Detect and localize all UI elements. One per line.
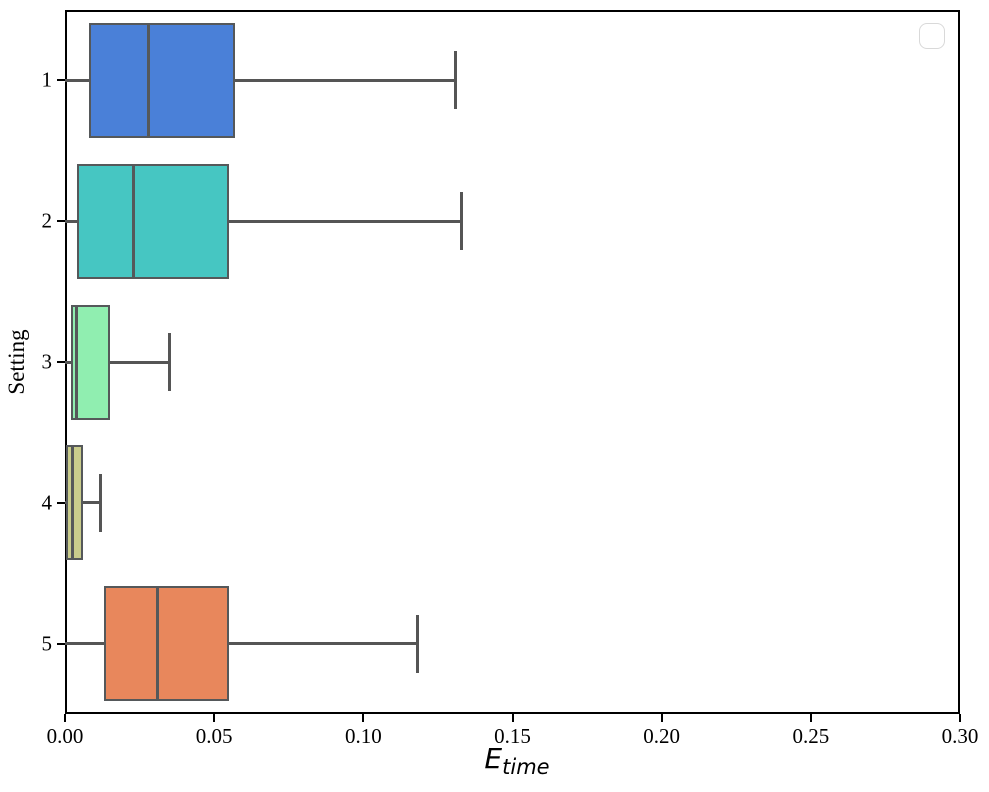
whisker-low-setting-5 [65,642,104,646]
y-tick-label-4: 4 [41,490,53,515]
x-axis-label-main: E [484,742,503,775]
x-tick-label-0.25: 0.25 [792,724,830,748]
x-tick-label-0.00: 0.00 [46,724,84,748]
y-tick-mark-1 [57,79,65,82]
legend-empty-box [919,23,945,49]
median-setting-5 [155,586,159,702]
x-tick-mark-0.25 [809,714,812,722]
whisker-high-setting-1 [235,78,456,82]
box-setting-4 [66,445,83,561]
x-tick-label-0.10: 0.10 [344,724,382,748]
y-tick-mark-2 [57,220,65,223]
x-tick-mark-0.30 [959,714,961,722]
y-tick-label-3: 3 [41,349,53,374]
y-axis-label: Setting [4,329,29,395]
box-setting-5 [103,586,230,702]
whisker-high-setting-5 [229,642,418,646]
x-tick-mark-0.20 [660,714,663,722]
median-setting-4 [70,445,74,561]
median-setting-2 [132,163,136,279]
whisker-high-setting-3 [109,360,170,364]
whisker-low-setting-4 [65,501,67,505]
median-setting-3 [75,304,79,420]
box-setting-1 [88,22,236,138]
y-tick-label-1: 1 [41,67,53,92]
x-axis-label-subscript: time [502,755,550,779]
y-tick-mark-4 [57,501,65,504]
whisker-cap-high-setting-2 [460,192,464,251]
x-tick-label-0.30: 0.30 [941,724,979,748]
y-tick-label-5: 5 [41,631,53,656]
whisker-low-setting-2 [65,219,77,223]
x-tick-label-0.15: 0.15 [494,724,531,748]
whisker-cap-high-setting-5 [415,614,419,673]
x-tick-mark-0.00 [64,714,66,722]
whisker-cap-high-setting-1 [454,51,458,110]
x-tick-mark-0.10 [362,714,365,722]
x-tick-mark-0.05 [213,714,216,722]
whisker-low-setting-3 [65,360,71,364]
x-tick-label-0.20: 0.20 [643,724,681,748]
y-tick-label-2: 2 [41,208,53,233]
box-setting-2 [76,163,230,279]
x-tick-mark-0.15 [511,714,514,722]
x-tick-label-0.05: 0.05 [195,724,233,748]
whisker-cap-high-setting-4 [99,473,103,532]
y-tick-mark-5 [57,642,65,645]
whisker-low-setting-1 [65,78,89,82]
whisker-cap-high-setting-3 [167,333,171,391]
x-axis-label: Etime [484,742,549,779]
whisker-high-setting-4 [82,501,101,505]
whisker-high-setting-2 [229,219,462,223]
y-tick-mark-3 [57,361,65,363]
median-setting-1 [147,22,151,138]
